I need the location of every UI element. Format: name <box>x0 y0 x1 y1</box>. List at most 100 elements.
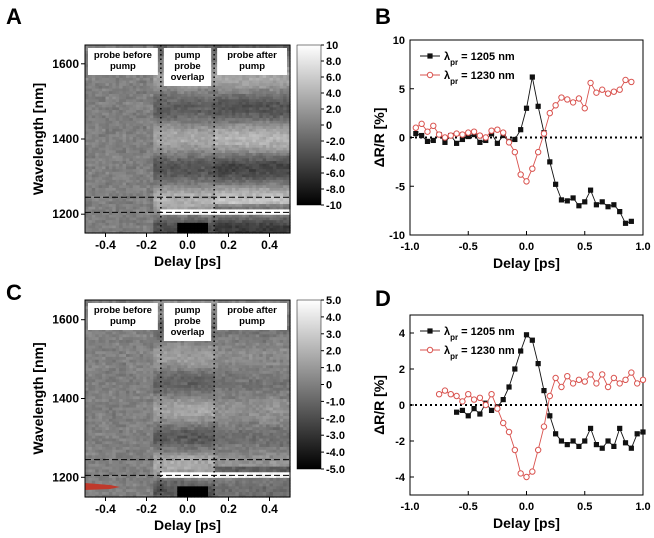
heatmap-cell <box>129 74 134 78</box>
heatmap-cell <box>112 181 117 186</box>
heatmap-cell <box>201 157 206 162</box>
heatmap-cell <box>187 117 192 121</box>
heatmap-cell <box>102 451 107 456</box>
heatmap-cell <box>156 155 161 159</box>
heatmap-cell <box>187 136 192 140</box>
heatmap-cell <box>201 98 206 102</box>
heatmap-cell <box>129 211 134 215</box>
heatmap-cell <box>153 181 158 186</box>
heatmap-cell <box>194 224 199 229</box>
heatmap-cell <box>85 133 90 137</box>
heatmap-cell <box>102 96 107 100</box>
heatmap-cell <box>173 227 178 231</box>
heatmap-cell <box>112 460 117 464</box>
heatmap-cell <box>201 122 206 127</box>
heatmap-cell <box>91 208 96 213</box>
heatmap-cell <box>187 211 192 215</box>
heatmap-cell <box>286 96 291 100</box>
heatmap-cell <box>221 85 226 89</box>
heatmap-cell <box>184 171 189 175</box>
heatmap-cell <box>112 418 117 422</box>
heatmap-cell <box>115 90 120 94</box>
heatmap-cell <box>252 155 257 159</box>
heatmap-cell <box>105 208 110 213</box>
heatmap-cell <box>122 190 127 194</box>
heatmap-cell <box>214 133 219 137</box>
heatmap-cell <box>91 192 96 196</box>
heatmap-cell <box>102 387 107 391</box>
heatmap-cell <box>95 466 100 470</box>
heatmap-cell <box>129 179 134 183</box>
heatmap-cell <box>136 106 141 111</box>
heatmap-cell <box>105 219 110 223</box>
heatmap-cell <box>255 136 260 140</box>
heatmap-cell <box>149 120 154 124</box>
heatmap-cell <box>156 222 161 226</box>
heatmap-cell <box>95 90 100 94</box>
heatmap-cell <box>95 149 100 154</box>
heatmap-cell <box>259 139 264 143</box>
heatmap-cell <box>177 114 182 119</box>
heatmap-cell <box>231 176 236 180</box>
heatmap-cell <box>126 98 131 102</box>
heatmap-cell <box>102 339 107 343</box>
heatmap-cell <box>255 171 260 175</box>
heatmap-cell <box>269 165 274 170</box>
heatmap-cell <box>98 130 103 135</box>
heatmap-cell <box>91 139 96 143</box>
heatmap-cell <box>211 224 216 229</box>
heatmap-cell <box>249 214 254 218</box>
heatmap-cell <box>156 79 161 84</box>
heatmap-cell <box>214 45 219 49</box>
heatmap-cell <box>221 96 226 100</box>
heatmap-cell <box>112 173 117 178</box>
heatmap-cell <box>91 488 96 492</box>
heatmap-cell <box>214 101 219 105</box>
heatmap-cell <box>105 361 110 366</box>
heatmap-cell <box>136 168 141 172</box>
heatmap-cell <box>102 168 107 172</box>
heatmap-cell <box>105 190 110 194</box>
heatmap-cell <box>283 224 288 229</box>
heatmap-cell <box>108 406 113 411</box>
heatmap-cell <box>122 120 127 124</box>
heatmap-cell <box>119 227 124 231</box>
heatmap-cell <box>173 85 178 89</box>
heatmap-cell <box>228 176 233 180</box>
heatmap-cell <box>126 144 131 148</box>
heatmap-cell <box>194 157 199 162</box>
heatmap-cell <box>102 381 107 386</box>
heatmap-cell <box>102 401 107 405</box>
heatmap-cell <box>132 173 137 178</box>
heatmap-cell <box>98 460 103 464</box>
heatmap-cell <box>91 230 96 234</box>
colorbar-tick-label: -4.0 <box>326 152 345 164</box>
heatmap-cell <box>122 155 127 159</box>
heatmap-cell <box>85 437 90 442</box>
heatmap-cell <box>259 206 264 210</box>
data-point <box>477 139 483 145</box>
heatmap-cell <box>85 305 90 310</box>
heatmap-cell <box>242 152 247 156</box>
heatmap-cell <box>211 96 216 100</box>
heatmap-cell <box>119 165 124 170</box>
heatmap-cell <box>136 139 141 143</box>
heatmap-cell <box>245 208 250 213</box>
heatmap-cell <box>139 181 144 186</box>
heatmap-cell <box>153 171 158 175</box>
heatmap-cell <box>269 112 274 116</box>
heatmap-cell <box>108 387 113 391</box>
heatmap-cell <box>279 125 284 129</box>
heatmap-cell <box>160 104 165 108</box>
heatmap-cell <box>146 211 151 215</box>
heatmap-cell <box>208 128 213 132</box>
heatmap-cell <box>102 432 107 436</box>
heatmap-cell <box>112 117 117 121</box>
heatmap-cell <box>163 114 168 119</box>
heatmap-cell <box>262 112 267 116</box>
heatmap-cell <box>231 77 236 81</box>
heatmap-cell <box>132 192 137 196</box>
heatmap-cell <box>98 87 103 92</box>
heatmap-cell <box>143 200 148 205</box>
heatmap-cell <box>177 130 182 135</box>
